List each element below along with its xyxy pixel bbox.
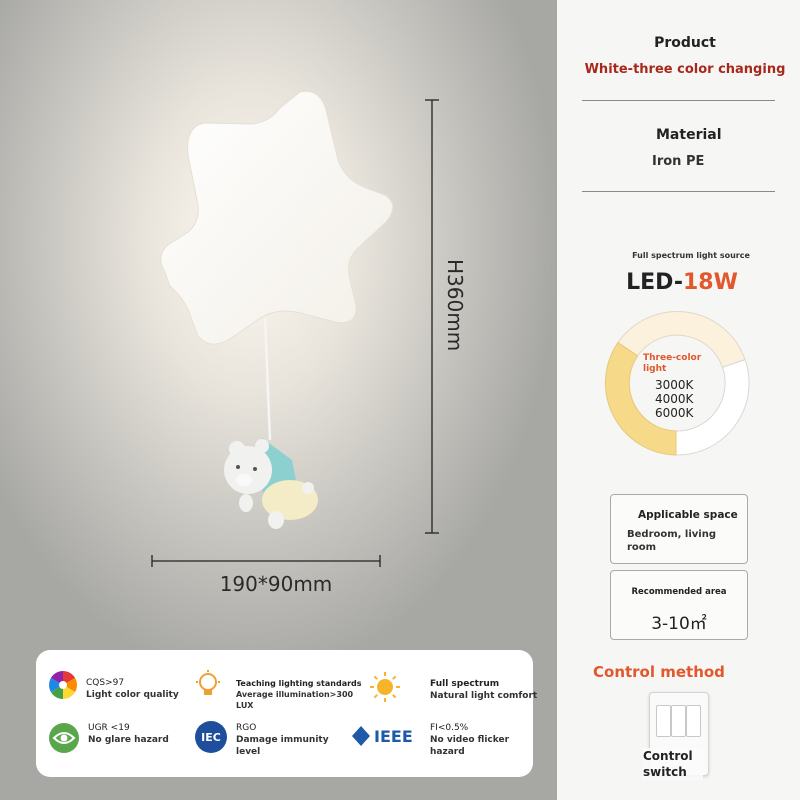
height-dimension-label: H360mm: [443, 259, 467, 352]
led-prefix: LED-: [626, 270, 683, 295]
lightbulb-icon: [196, 670, 220, 695]
width-dimension-label: 190*90mm: [219, 572, 333, 596]
temperature-3000k: 3000K: [655, 378, 694, 392]
feature-title: FI<0.5%: [430, 723, 469, 733]
feature-title: Teaching lighting standards: [236, 679, 362, 688]
material-title: Material: [656, 127, 722, 143]
recommended-area-value: 3-10㎡: [651, 614, 707, 634]
color-temperature-ring: [604, 310, 750, 456]
feature-subtitle: Light color quality: [86, 690, 179, 700]
eye-icon: [49, 723, 79, 753]
divider: [582, 100, 775, 101]
temperature-list: 3000K 4000K 6000K: [655, 378, 693, 420]
led-wattage-heading: LED-18W: [557, 270, 800, 295]
bear-figure: [224, 438, 318, 529]
control-method-heading: Control method: [593, 663, 725, 681]
feature-subtitle: No glare hazard: [88, 735, 169, 745]
switch-button: [671, 705, 686, 737]
feature-subtitle: Damage immunity level: [236, 735, 329, 757]
feature-title: Full spectrum: [430, 679, 500, 689]
temperature-4000k: 4000K: [655, 392, 694, 406]
svg-text:IEC: IEC: [201, 731, 221, 744]
control-switch-label: Control switch: [643, 748, 703, 780]
features-panel: CQS>97 Light color quality Teaching ligh…: [36, 650, 537, 777]
product-title: Product: [654, 35, 716, 51]
feature-subtitle: Natural light comfort: [430, 691, 538, 701]
applicable-space-value: Bedroom, living room: [627, 529, 717, 553]
feature-subtitle: No video flicker hazard: [430, 735, 510, 757]
feature-title: RGO: [236, 723, 257, 733]
color-wheel-icon: [49, 671, 77, 699]
product-scene: H360mm 190*90mm CQS>97 Light color quali…: [0, 0, 557, 800]
svg-text:IEEE: IEEE: [374, 727, 413, 746]
star-lamp-shade: [160, 90, 394, 345]
applicable-space-card: Applicable space Bedroom, living room: [610, 494, 748, 564]
iec-logo-icon: IEC: [195, 721, 227, 753]
feature-subtitle: Average illumination>300 LUX: [236, 690, 354, 710]
wattage-value: 18W: [682, 270, 738, 295]
switch-button: [686, 705, 701, 737]
ieee-logo-icon: IEEE: [352, 726, 413, 746]
switch-button: [656, 705, 671, 737]
light-source-caption: Full spectrum light source: [632, 251, 750, 260]
feature-title: UGR <19: [88, 723, 130, 733]
material-value: Iron PE: [652, 154, 705, 169]
recommended-area-card: Recommended area 3-10㎡: [610, 570, 748, 640]
spec-panel: Product White-three color changing Mater…: [557, 0, 800, 800]
sun-icon: [370, 672, 400, 702]
recommended-area-title: Recommended area: [631, 587, 727, 597]
divider: [582, 191, 775, 192]
product-value: White-three color changing: [584, 62, 786, 77]
applicable-space-title: Applicable space: [638, 509, 738, 521]
ring-segment-warm: [604, 341, 677, 456]
temperature-6000k: 6000K: [655, 406, 694, 420]
feature-title: CQS>97: [86, 678, 125, 688]
ring-title: Three-color light: [643, 353, 702, 374]
